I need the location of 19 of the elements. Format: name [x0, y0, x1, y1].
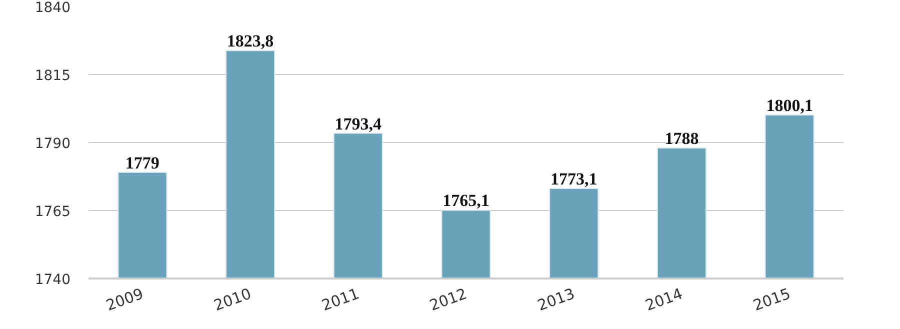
data-label: 1800,1	[766, 96, 813, 116]
x-tick-label: 2009	[104, 284, 146, 315]
x-tick-label: 2010	[212, 284, 254, 315]
data-label: 1793,4	[334, 114, 382, 134]
y-tick-label: 1815	[34, 68, 71, 84]
data-label: 1788	[664, 128, 699, 148]
data-label: 1779	[125, 153, 160, 172]
x-tick-label: 2015	[750, 284, 793, 315]
y-tick-label: 1765	[34, 204, 71, 220]
data-label: 1765,1	[442, 191, 490, 210]
y-tick-label: 1790	[34, 136, 71, 152]
x-tick-label: 2014	[642, 284, 685, 315]
y-tick-label: 1740	[34, 272, 71, 288]
x-tick-label: 2011	[319, 284, 362, 315]
data-label: 1823,8	[226, 32, 274, 51]
data-label: 1773,1	[550, 169, 598, 188]
x-tick-label: 2013	[535, 284, 578, 315]
y-tick-label: 1840	[34, 0, 71, 16]
x-tick-label: 2012	[427, 284, 470, 315]
